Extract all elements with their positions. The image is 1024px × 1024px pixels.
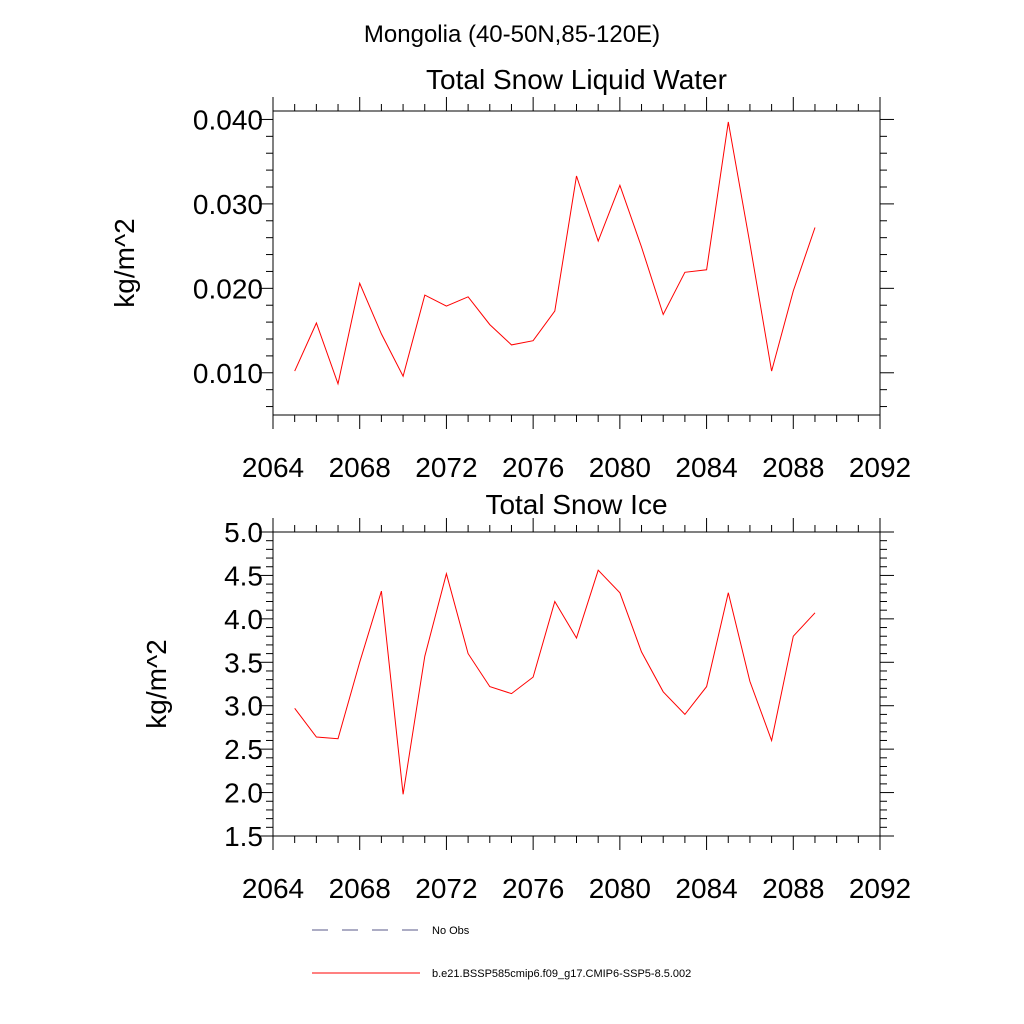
y-tick-label: 3.0	[224, 691, 263, 722]
x-tick-label: 2084	[675, 873, 737, 904]
plot-frame	[272, 531, 881, 837]
y-tick-label: 1.5	[224, 821, 263, 852]
y-tick-label: 0.020	[193, 273, 263, 304]
y-tick-label: 4.5	[224, 560, 263, 591]
y-axis-label: kg/m^2	[141, 639, 172, 728]
x-tick-label: 2064	[242, 873, 304, 904]
series-line	[294, 121, 816, 386]
chart-title: Total Snow Ice	[485, 489, 667, 520]
x-tick-label: 2076	[502, 873, 564, 904]
x-tick-label: 2080	[589, 873, 651, 904]
y-tick-label: 5.0	[224, 517, 263, 548]
y-tick-label: 0.040	[193, 104, 263, 135]
legend: No Obs b.e21.BSSP585cmip6.f09_g17.CMIP6-…	[312, 925, 691, 980]
chart-title: Total Snow Liquid Water	[426, 64, 727, 95]
y-axis-label: kg/m^2	[109, 218, 140, 307]
y-tick-label: 3.5	[224, 647, 263, 678]
x-tick-label: 2068	[329, 873, 391, 904]
x-tick-label: 2072	[415, 452, 477, 483]
legend-label-model: b.e21.BSSP585cmip6.f09_g17.CMIP6-SSP5-8.…	[432, 968, 691, 980]
plot-frame	[272, 110, 881, 416]
x-tick-label: 2068	[329, 452, 391, 483]
legend-entry-model: b.e21.BSSP585cmip6.f09_g17.CMIP6-SSP5-8.…	[312, 968, 691, 980]
series-line	[294, 569, 816, 795]
y-tick-label: 4.0	[224, 604, 263, 635]
x-tick-label: 2080	[589, 452, 651, 483]
x-tick-label: 2072	[415, 873, 477, 904]
y-tick-label: 0.030	[193, 189, 263, 220]
y-tick-label: 0.010	[193, 358, 263, 389]
x-tick-label: 2092	[849, 452, 911, 483]
x-tick-label: 2088	[762, 873, 824, 904]
x-tick-label: 2088	[762, 452, 824, 483]
y-tick-label: 2.0	[224, 778, 263, 809]
chart-snow-liquid-water: Total Snow Liquid Water kg/m^2 2064 2068 207…	[109, 64, 911, 483]
y-tick-label: 2.5	[224, 734, 263, 765]
chart-snow-ice: Total Snow Ice kg/m^2 2064 2068 2072 2076 2080…	[141, 489, 911, 904]
x-tick-label: 2076	[502, 452, 564, 483]
x-tick-label: 2064	[242, 452, 304, 483]
figure-suptitle: Mongolia (40-50N,85-120E)	[364, 21, 660, 48]
legend-entry-no-obs: No Obs	[312, 925, 470, 937]
legend-label-no-obs: No Obs	[432, 925, 470, 937]
x-tick-label: 2084	[675, 452, 737, 483]
x-tick-label: 2092	[849, 873, 911, 904]
